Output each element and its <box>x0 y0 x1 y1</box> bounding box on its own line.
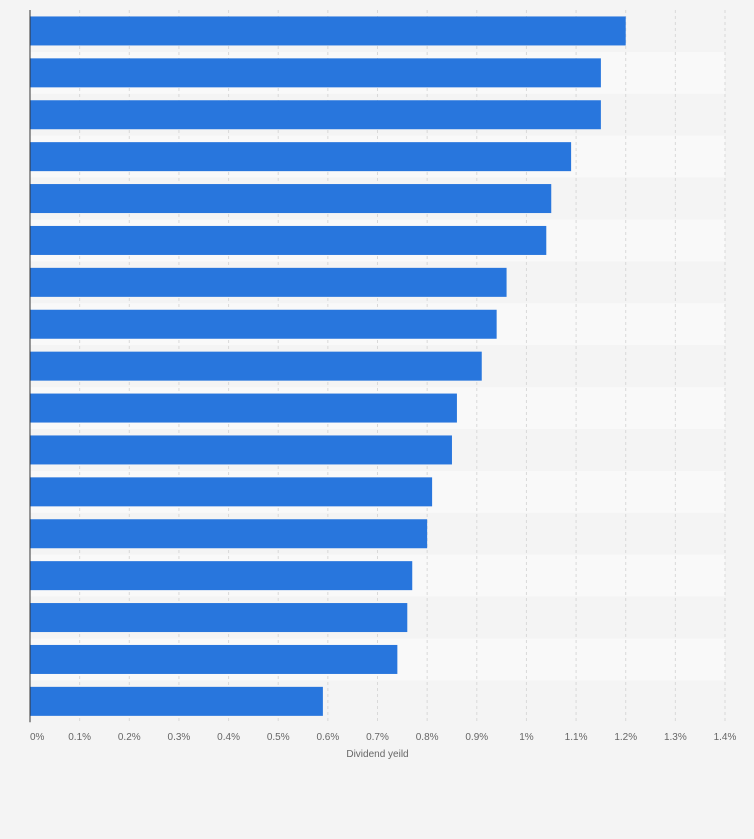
x-tick-label: 1.4% <box>714 732 737 743</box>
x-tick-label: 0.8% <box>416 732 439 743</box>
x-tick-label: 0% <box>30 732 45 743</box>
x-tick-label: 0.2% <box>118 732 141 743</box>
bars <box>30 16 626 716</box>
x-tick-label: 0.3% <box>168 732 191 743</box>
bar <box>30 100 601 130</box>
bar <box>30 603 408 633</box>
bar <box>30 644 398 674</box>
bar <box>30 309 497 339</box>
bar <box>30 16 626 46</box>
x-tick-label: 0.6% <box>316 732 339 743</box>
bar <box>30 142 572 172</box>
x-axis-ticks: 0% 0.1% 0.2% 0.3% 0.4% 0.5% 0.6% 0.7% 0.8% 0.9% 1%… <box>30 732 737 743</box>
x-axis-title: Dividend yeild <box>346 749 408 760</box>
bar <box>30 686 323 716</box>
x-tick-label: 1% <box>519 732 534 743</box>
bar <box>30 184 552 214</box>
x-tick-label: 1.3% <box>664 732 687 743</box>
x-tick-label: 0.4% <box>217 732 240 743</box>
bar <box>30 225 547 255</box>
bar <box>30 561 413 591</box>
bar <box>30 393 457 423</box>
bar <box>30 519 428 549</box>
x-tick-label: 0.7% <box>366 732 389 743</box>
x-tick-label: 0.1% <box>68 732 91 743</box>
x-tick-label: 1.2% <box>614 732 637 743</box>
x-tick-label: 1.1% <box>565 732 588 743</box>
bar <box>30 435 452 465</box>
x-tick-label: 0.5% <box>267 732 290 743</box>
bar <box>30 267 507 297</box>
bar <box>30 58 601 88</box>
x-tick-label: 0.9% <box>465 732 488 743</box>
bar <box>30 477 433 507</box>
bar <box>30 351 482 381</box>
